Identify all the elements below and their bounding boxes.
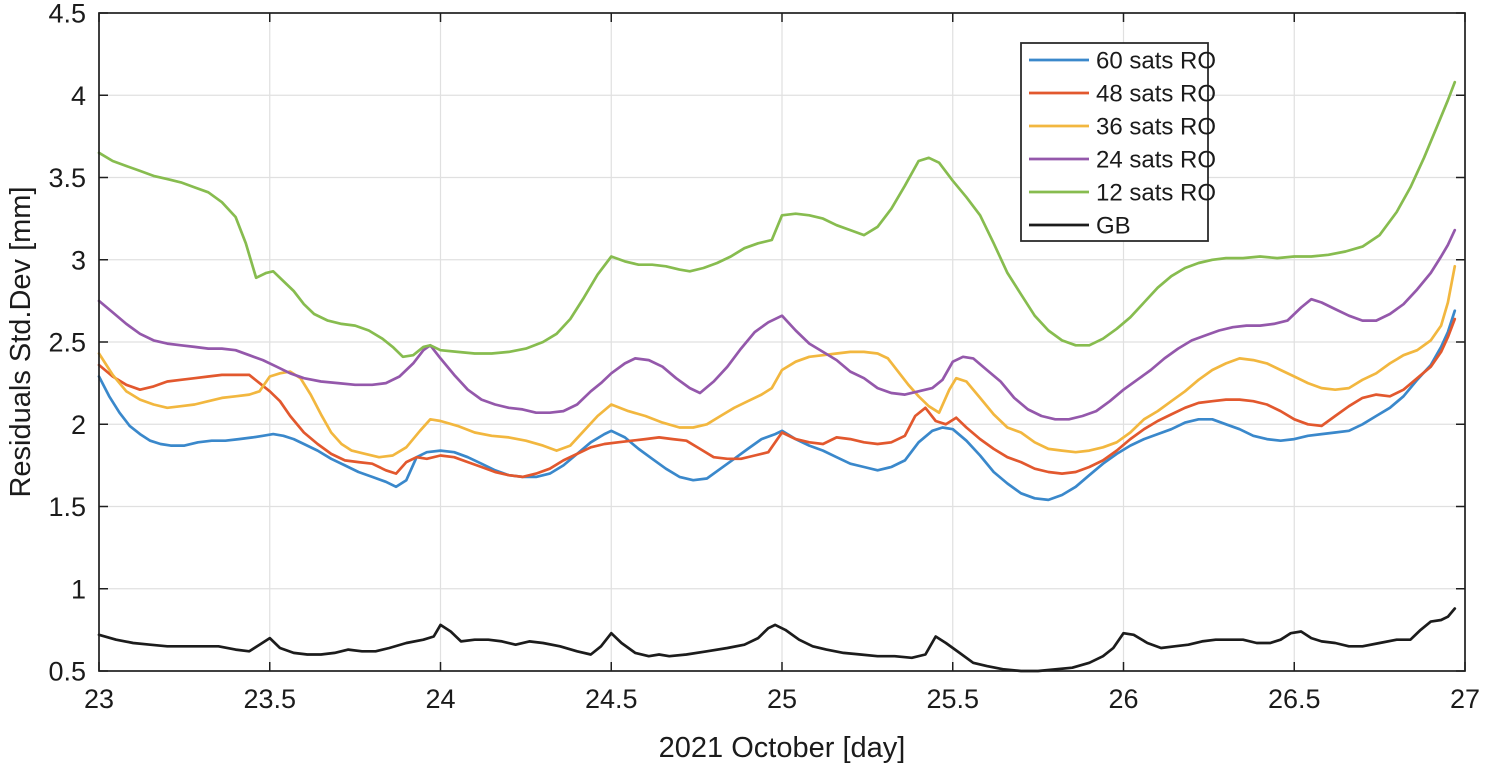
series-line-36-sats-ro	[97, 264, 1457, 459]
x-tick-labels: 23 23.5 24 24.5 25 25.5 26 26.5 27	[84, 684, 1480, 714]
y-tick-label: 4	[71, 81, 86, 111]
legend-entry: 36 sats RO	[1029, 114, 1216, 141]
legend-label-24-sats-ro: 24 sats RO	[1096, 147, 1216, 174]
legend-entry: GB	[1029, 213, 1131, 240]
series-line-24-sats-ro	[97, 228, 1457, 421]
legend-label-60-sats-ro: 60 sats RO	[1096, 48, 1216, 75]
legend-entry: 60 sats RO	[1029, 48, 1216, 75]
y-axis-title: Residuals Std.Dev [mm]	[5, 186, 37, 497]
y-tick-label: 1	[71, 574, 86, 604]
series-lines	[97, 80, 1457, 673]
x-tick-label: 23.5	[243, 684, 296, 714]
series-line-48-sats-ro	[97, 317, 1457, 479]
y-tick-label: 0.5	[48, 657, 86, 687]
y-tick-label: 2	[71, 410, 86, 440]
legend-label-36-sats-ro: 36 sats RO	[1096, 114, 1216, 141]
series-line-gb	[97, 607, 1457, 673]
legend-label-12-sats-ro: 12 sats RO	[1096, 180, 1216, 207]
x-tick-label: 23	[84, 684, 114, 714]
legend: 60 sats RO 48 sats RO 36 sats RO 24 sats RO…	[1020, 42, 1216, 242]
y-tick-label: 2.5	[48, 328, 86, 358]
x-tick-label: 25	[767, 684, 797, 714]
x-tick-label: 25.5	[926, 684, 979, 714]
legend-entry: 24 sats RO	[1029, 147, 1216, 174]
x-tick-label: 26.5	[1268, 684, 1321, 714]
gridlines	[99, 13, 1465, 671]
series-line-60-sats-ro	[97, 309, 1457, 502]
y-tick-label: 3	[71, 245, 86, 275]
legend-box	[1020, 42, 1209, 242]
legend-label-48-sats-ro: 48 sats RO	[1096, 81, 1216, 108]
y-tick-label: 1.5	[48, 492, 86, 522]
x-tick-label: 27	[1450, 684, 1480, 714]
x-tick-label: 24	[425, 684, 455, 714]
y-tick-label: 3.5	[48, 163, 86, 193]
y-tick-labels: 0.5 1 1.5 2 2.5 3 3.5 4 4.5	[48, 0, 86, 687]
x-tick-label: 26	[1108, 684, 1138, 714]
axis-ticks	[98, 12, 1466, 672]
x-axis-title: 2021 October [day]	[659, 732, 906, 764]
legend-label-gb: GB	[1096, 213, 1131, 240]
legend-entry: 48 sats RO	[1029, 81, 1216, 108]
series-line-12-sats-ro	[97, 80, 1457, 359]
x-tick-label: 24.5	[585, 684, 638, 714]
y-tick-label: 4.5	[48, 0, 86, 29]
legend-entry: 12 sats RO	[1029, 180, 1216, 207]
